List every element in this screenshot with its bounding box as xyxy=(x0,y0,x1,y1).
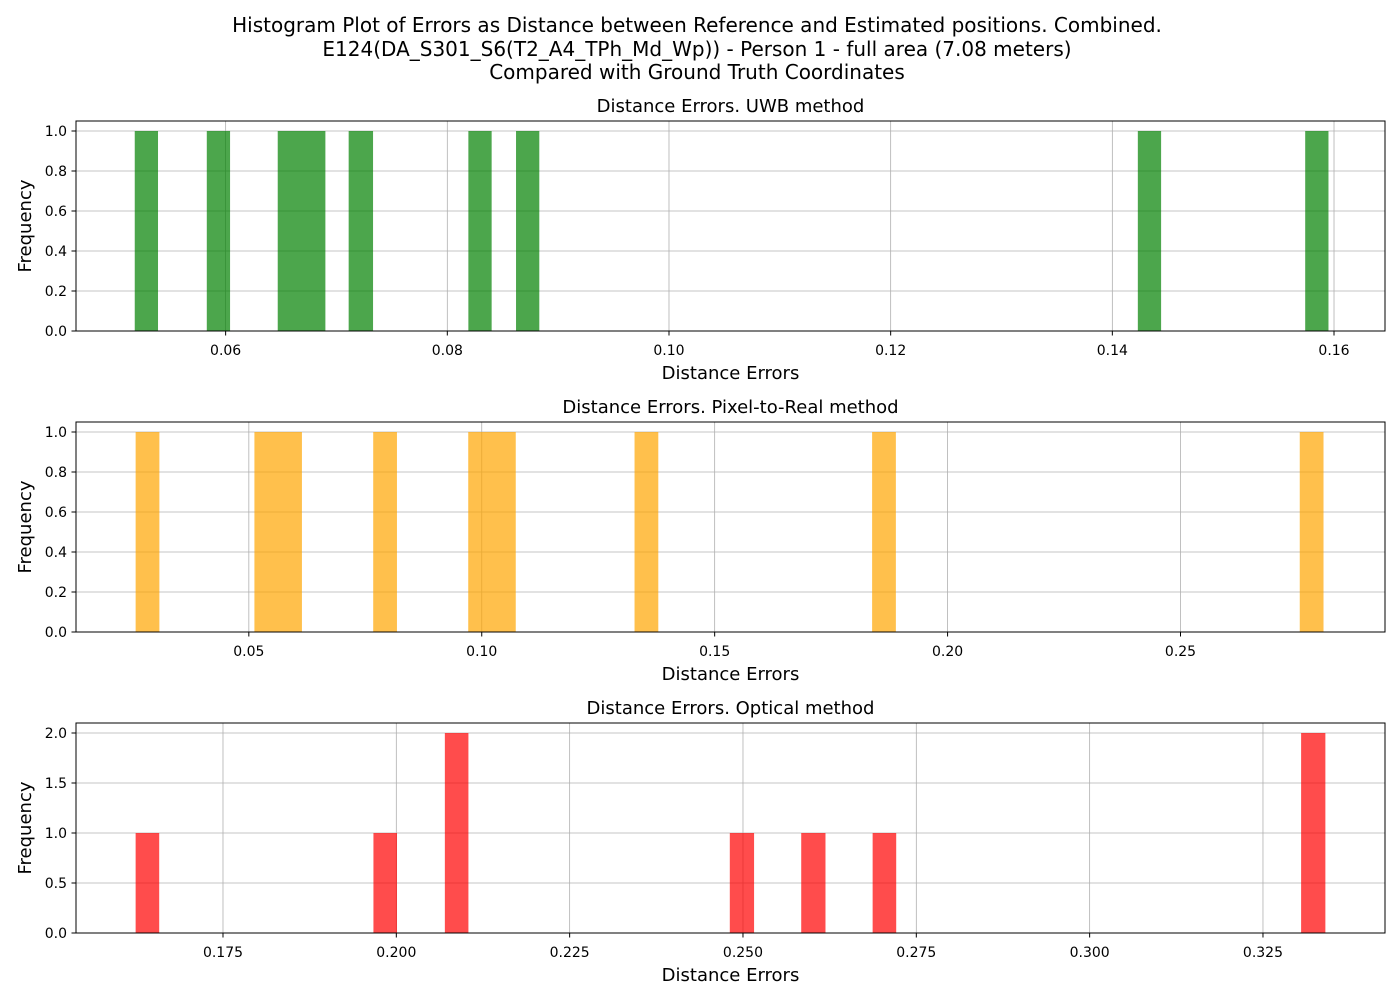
x-tick-label: 0.14 xyxy=(1097,343,1128,359)
histogram-bar xyxy=(135,833,160,933)
y-tick-label: 0.4 xyxy=(45,244,67,260)
x-tick-label: 0.200 xyxy=(376,945,416,961)
histogram-bar xyxy=(1299,432,1324,632)
y-tick-label: 1.5 xyxy=(45,776,67,792)
figure-title-line-1: Histogram Plot of Errors as Distance bet… xyxy=(232,13,1162,37)
histogram-bar xyxy=(1305,131,1329,331)
x-tick-label: 0.15 xyxy=(699,644,730,660)
histogram-bar xyxy=(134,131,159,331)
histogram-bar xyxy=(348,131,374,331)
y-tick-label: 0.6 xyxy=(45,204,67,220)
x-tick-label: 0.05 xyxy=(233,644,264,660)
histogram-bar xyxy=(373,833,398,933)
y-tick-label: 0.0 xyxy=(45,926,67,942)
histogram-bar xyxy=(206,131,231,331)
y-tick-label: 0.0 xyxy=(45,625,67,641)
x-tick-label: 0.250 xyxy=(723,945,763,961)
x-tick-label: 0.20 xyxy=(932,644,963,660)
x-tick-label: 0.225 xyxy=(550,945,590,961)
histogram-bar xyxy=(254,432,302,632)
x-tick-label: 0.25 xyxy=(1165,644,1196,660)
figure-title-line-3: Compared with Ground Truth Coordinates xyxy=(489,60,905,84)
histogram-bar xyxy=(444,733,469,933)
histogram-bar xyxy=(516,131,540,331)
y-tick-label: 0.8 xyxy=(45,164,67,180)
histogram-bar xyxy=(277,131,326,331)
x-axis-label: Distance Errors xyxy=(662,965,800,986)
y-tick-label: 0.8 xyxy=(45,465,67,481)
y-tick-label: 1.0 xyxy=(45,826,67,842)
histogram-bar xyxy=(468,432,516,632)
y-tick-label: 0.4 xyxy=(45,545,67,561)
axes-frame xyxy=(75,722,1386,934)
histogram-bar xyxy=(468,131,492,331)
x-tick-label: 0.12 xyxy=(875,343,906,359)
x-tick-label: 0.325 xyxy=(1243,945,1283,961)
y-tick-label: 0.2 xyxy=(45,585,67,601)
y-tick-label: 0.2 xyxy=(45,284,67,300)
x-tick-label: 0.300 xyxy=(1070,945,1110,961)
subplot-title: Distance Errors. UWB method xyxy=(597,96,865,117)
histogram-bar xyxy=(872,833,897,933)
y-tick-label: 0.6 xyxy=(45,505,67,521)
x-axis-label: Distance Errors xyxy=(662,664,800,685)
x-tick-label: 0.08 xyxy=(432,343,463,359)
subplot-title: Distance Errors. Pixel-to-Real method xyxy=(562,397,898,418)
x-tick-label: 0.06 xyxy=(210,343,241,359)
y-tick-label: 2.0 xyxy=(45,726,67,742)
y-tick-label: 0.5 xyxy=(45,876,67,892)
histogram-bar xyxy=(872,432,896,632)
subplot-title: Distance Errors. Optical method xyxy=(587,698,875,719)
y-axis-label: Frequency xyxy=(15,480,36,573)
histogram-bar xyxy=(729,833,755,933)
histogram-bar xyxy=(135,432,160,632)
y-axis-label: Frequency xyxy=(15,179,36,272)
subplot-3: 0.175 0.200 0.225 0.250 0.275 0.300 0.325 0.0 0.… xyxy=(15,698,1386,986)
subplot-1: 0.06 0.08 0.10 0.12 0.14 0.16 0.0 0.2 0.4 0.6 0.8 1… xyxy=(15,96,1386,384)
histogram-bar xyxy=(801,833,826,933)
x-axis-label: Distance Errors xyxy=(662,363,800,384)
y-tick-label: 1.0 xyxy=(45,124,67,140)
figure-title: Histogram Plot of Errors as Distance bet… xyxy=(0,13,1394,85)
axes-frame xyxy=(75,120,1386,332)
x-tick-label: 0.16 xyxy=(1318,343,1349,359)
histogram-bar xyxy=(373,432,397,632)
subplot-2: 0.05 0.10 0.15 0.20 0.25 0.0 0.2 0.4 0.6 0.8 1.0 Di… xyxy=(15,397,1386,685)
x-tick-label: 0.10 xyxy=(653,343,684,359)
x-tick-label: 0.275 xyxy=(896,945,936,961)
y-tick-label: 0.0 xyxy=(45,324,67,340)
x-tick-label: 0.175 xyxy=(203,945,243,961)
x-tick-label: 0.10 xyxy=(466,644,497,660)
histogram-bar xyxy=(634,432,659,632)
y-tick-label: 1.0 xyxy=(45,425,67,441)
histogram-bar xyxy=(1301,733,1326,933)
axes-frame xyxy=(75,421,1386,633)
histogram-bar xyxy=(1137,131,1162,331)
y-axis-label: Frequency xyxy=(15,781,36,874)
figure-title-line-2: E124(DA_S301_S6(T2_A4_TPh_Md_Wp)) - Pers… xyxy=(322,36,1072,61)
